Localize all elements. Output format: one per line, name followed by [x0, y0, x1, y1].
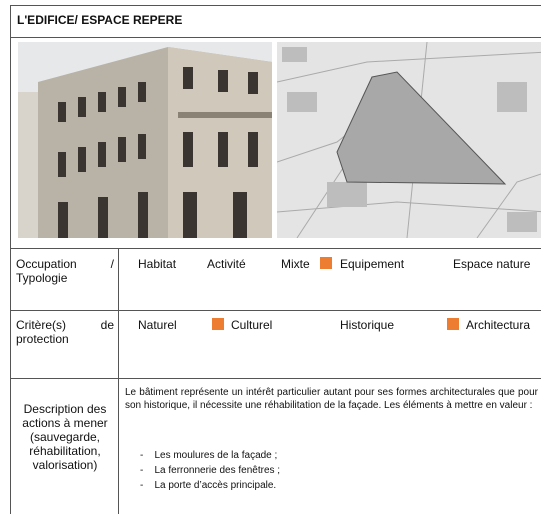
- item-text: Les moulures de la façade ;: [154, 450, 278, 461]
- bullet-item: - Les moulures de la façade ;: [140, 450, 278, 461]
- title: L'EDIFICE/ ESPACE REPERE: [17, 13, 183, 27]
- option: Historique: [340, 318, 395, 332]
- option: Architectura: [466, 318, 531, 332]
- paragraph: Le bâtiment représente un intérêt partic…: [125, 387, 538, 411]
- row-label: Critère(s) de protection: [16, 318, 114, 346]
- option: Culturel: [231, 318, 273, 332]
- option: Mixte: [281, 257, 310, 271]
- bullet-item: - La porte d’accès principale.: [140, 480, 277, 491]
- border: [10, 248, 541, 249]
- item-text: La porte d’accès principale.: [154, 480, 277, 491]
- location-map: [277, 42, 541, 238]
- option: Activité: [207, 257, 246, 271]
- border: [118, 248, 119, 514]
- checked-box: [447, 318, 459, 330]
- border: [10, 378, 541, 379]
- option: Naturel: [138, 318, 177, 332]
- row-label: Description des actions à mener (sauvega…: [22, 402, 108, 472]
- border: [10, 310, 541, 311]
- option: Habitat: [138, 257, 177, 271]
- building-photo: [18, 42, 272, 238]
- bullet-item: - La ferronnerie des fenêtres ;: [140, 465, 281, 476]
- checked-box: [212, 318, 224, 330]
- option: Espace nature: [453, 257, 531, 271]
- border: [10, 37, 541, 38]
- item-text: La ferronnerie des fenêtres ;: [154, 465, 281, 476]
- border: [10, 5, 11, 514]
- row-label: Occupation / Typologie: [16, 257, 114, 285]
- checked-box: [320, 257, 332, 269]
- option: Equipement: [340, 257, 405, 271]
- bullet-list: - Les moulures de la façade ; - La ferro…: [140, 448, 280, 493]
- border: [10, 5, 541, 6]
